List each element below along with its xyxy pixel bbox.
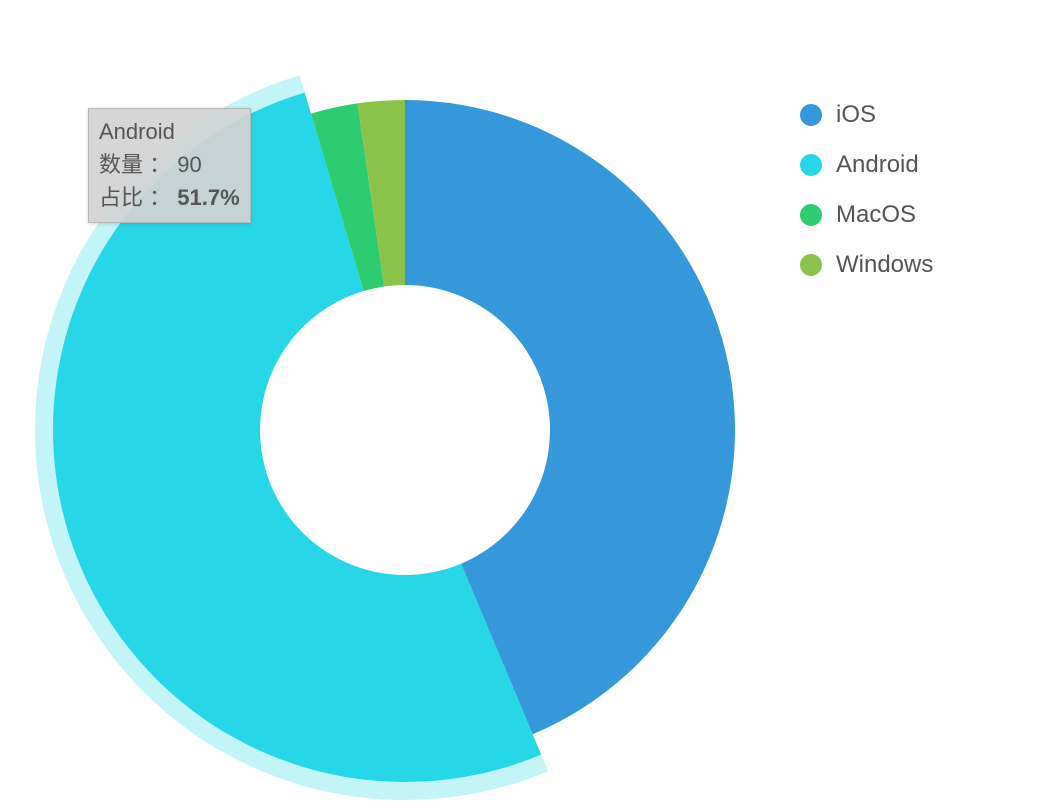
legend-swatch-icon [800,204,822,226]
legend-swatch-icon [800,154,822,176]
legend-item-macos[interactable]: MacOS [800,190,933,240]
legend-item-android[interactable]: Android [800,140,933,190]
legend-label: iOS [836,101,876,129]
legend: iOS Android MacOS Windows [800,90,933,290]
legend-swatch-icon [800,254,822,276]
legend-item-windows[interactable]: Windows [800,240,933,290]
donut-chart-container: iOSAndroidMacOSWindows Android 数量 ： 90 占… [0,0,1057,808]
legend-label: Windows [836,251,933,279]
legend-label: Android [836,151,919,179]
legend-swatch-icon [800,104,822,126]
legend-label: MacOS [836,201,916,229]
legend-item-ios[interactable]: iOS [800,90,933,140]
